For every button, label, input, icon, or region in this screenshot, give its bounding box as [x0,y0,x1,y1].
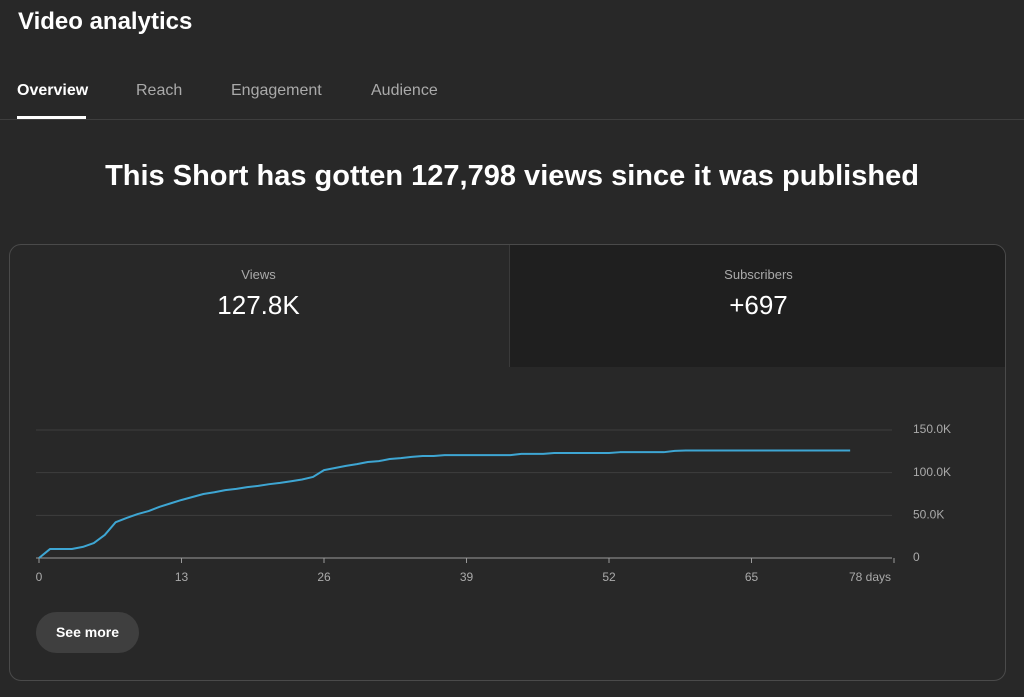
tab[interactable]: Reach [136,82,183,99]
y-tick-label: 100.0K [913,465,951,479]
chart: 0 50.0K 100.0K 150.0K 0 13 26 39 52 65 78 days [36,422,951,584]
headline: This Short has gotten 127,798 views sinc… [105,160,919,192]
tab-indicator [17,116,86,119]
y-tick-label: 150.0K [913,422,951,436]
x-tick-label: 0 [36,570,43,584]
x-tick-label: 26 [317,570,331,584]
x-tick-label: 13 [175,570,189,584]
tab[interactable]: Overview [17,82,89,99]
analytics-card: Views 127.8K Subscribers +697 [9,244,1006,681]
metric-value: +697 [729,290,788,320]
page-title: Video analytics [18,8,193,35]
tab[interactable]: Audience [371,82,438,99]
metric-card[interactable]: Subscribers +697 [509,245,1005,367]
line-series [38,449,851,559]
x-tick-label: 65 [745,570,759,584]
y-tick-label: 0 [913,550,920,564]
x-tick-label: 78 days [849,570,891,584]
see-more-button[interactable]: See more [36,612,139,653]
divider [0,119,1024,120]
metric-card[interactable]: Views 127.8K [10,245,507,367]
metric-label: Subscribers [724,267,793,282]
metric-label: Views [241,267,276,282]
metric-value: 127.8K [217,290,300,320]
tab[interactable]: Engagement [231,82,322,99]
x-tick-label: 39 [460,570,474,584]
y-tick-label: 50.0K [913,508,944,522]
x-tick-label: 52 [602,570,616,584]
